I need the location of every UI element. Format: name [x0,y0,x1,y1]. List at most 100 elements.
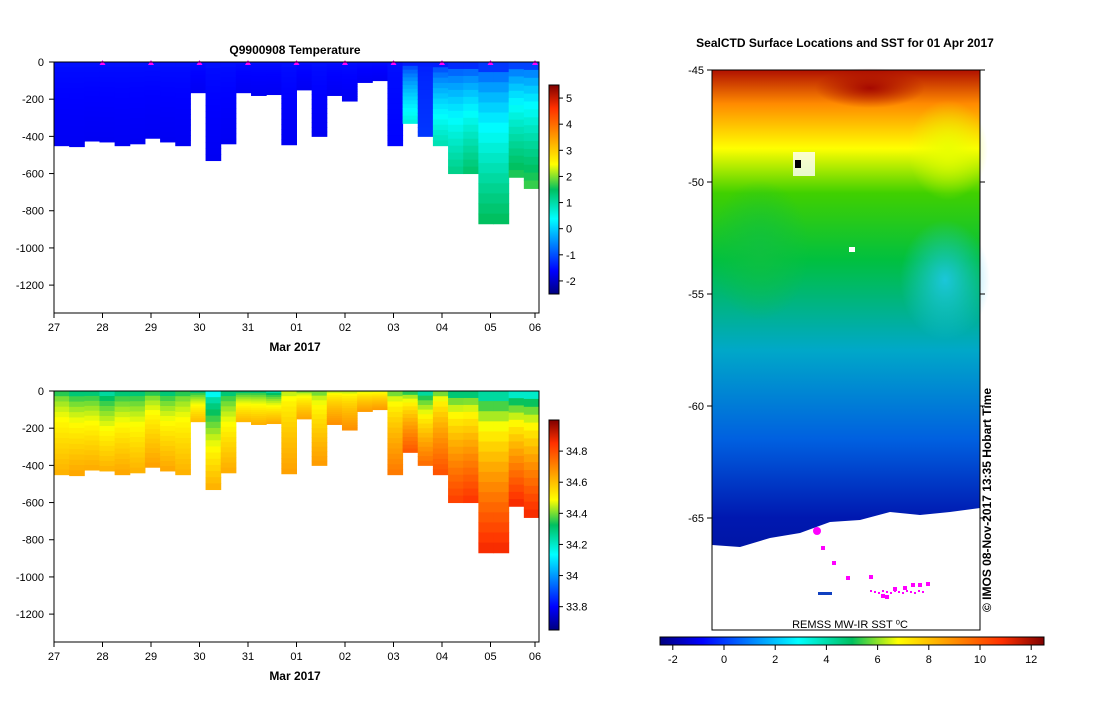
y-tick-label: -1200 [16,609,44,621]
profile-cell [129,128,146,135]
profile-cell [296,399,313,402]
seal-location [881,594,885,598]
profile-cell [281,67,297,73]
profile-cell [417,395,434,401]
seal-location-dot [894,590,896,592]
profile-cell [266,403,282,406]
profile-cell [205,477,222,484]
profile-cell [220,421,237,428]
profile-cell [114,396,131,402]
profile-cell [417,122,434,128]
profile-cell [114,438,131,444]
profile-cell [129,113,146,119]
profile-cell [160,395,176,402]
profile-cell [129,133,146,140]
x-tick-label: 29 [145,651,157,663]
profile-cell [478,391,495,402]
profile-cell [266,68,282,71]
profile-cell [220,396,237,402]
profile-cell [508,62,525,70]
profile-cell [144,100,161,106]
profile-cell [114,103,131,110]
profile-cell [341,412,358,416]
temperature-title: Q9900908 Temperature [229,43,361,57]
profile-cell [129,77,146,83]
profile-cell [54,417,70,423]
profile-cell [144,109,161,115]
profile-cell [387,98,404,105]
profile-cell [463,397,479,406]
profile-cell [463,481,479,490]
profile-cell [402,115,419,121]
profile-cell [478,132,495,144]
profile-cell [54,458,70,465]
profile-cell [372,75,388,78]
profile-cell [84,91,100,98]
profile-cell [266,78,282,81]
profile-cell [357,394,373,397]
profile-cell [387,417,404,423]
profile-cell [478,92,495,103]
profile-cell [129,396,146,402]
profile-cell [523,462,540,471]
profile-cell [99,71,116,78]
profile-cell [432,453,449,460]
profile-cell [84,435,100,441]
profile-cell [160,116,176,123]
profile-cell [99,450,116,457]
profile-cell [266,90,282,94]
profile-cell [341,408,358,412]
profile-cell [99,91,116,98]
profile-cell [99,121,116,128]
profile-cell [372,392,388,394]
x-tick-label: 02 [339,651,351,663]
profile-cell [84,400,100,407]
profile-cell [478,512,495,523]
profile-cell [296,392,313,395]
profile-cell [463,467,479,476]
profile-cell [296,404,313,408]
profile-cell [493,122,510,134]
profile-cell [99,415,116,422]
profile-cell [432,135,449,141]
seal-location-dot [918,590,920,592]
profile-cell [357,396,373,398]
profile-cell [144,433,161,440]
profile-cell [266,411,282,414]
profile-cell [69,83,85,89]
profile-cell [402,108,419,113]
profile-cell [478,421,495,432]
profile-cell [311,80,328,86]
profile-cell [357,397,373,400]
profile-cell [220,87,237,94]
profile-cell [235,402,252,405]
profile-cell [523,85,540,95]
profile-cell [69,72,85,79]
profile-cell [402,111,419,117]
profile-cell [523,141,540,150]
profile-cell [296,75,313,79]
profile-cell [478,481,495,493]
profile-cell [190,85,207,88]
profile-cell [144,405,161,411]
profile-cell [326,403,343,407]
profile-cell [129,92,146,99]
x-tick-label: 03 [387,651,399,663]
profile-cell [84,410,100,417]
profile-cell [281,432,297,439]
profile-cell [463,103,479,112]
profile-cell [311,66,328,72]
profile-cell [508,69,525,77]
profile-cell [144,66,161,73]
profile-cell [478,173,495,184]
profile-cell [281,447,297,454]
profile-cell [478,431,495,443]
profile-cell [99,66,116,73]
temperature-panel: Q9900908 Temperature 0 -200 -400 -600 -800 -1… [16,43,576,354]
seal-location-dot [886,591,888,593]
profile-cell [341,417,358,421]
profile-cell [266,70,282,73]
profile-cell [235,85,252,88]
profile-cell [432,396,449,402]
profile-cell [463,488,479,497]
